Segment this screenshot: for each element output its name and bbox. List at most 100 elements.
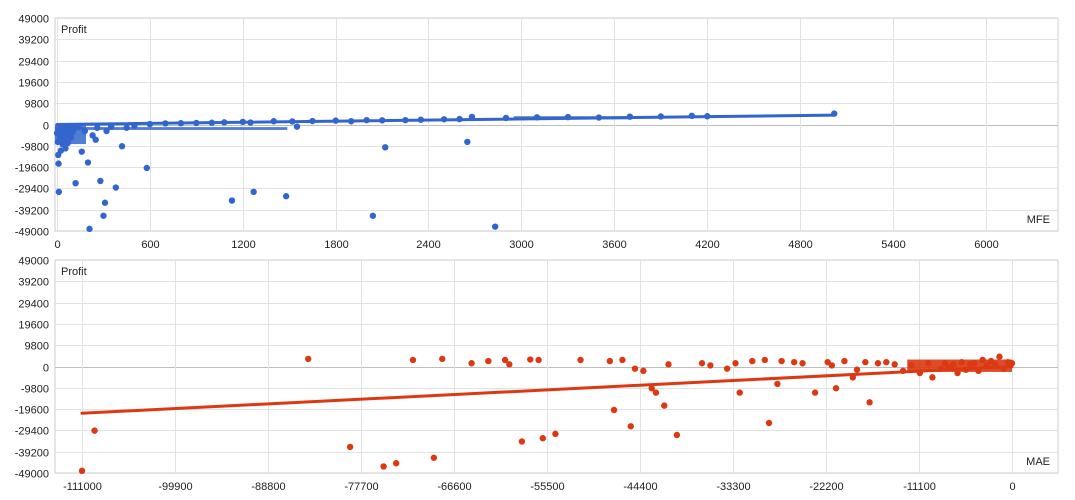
mae-y-tick-label: 9800 [25, 341, 49, 353]
mfe-x-tick-label: 4200 [695, 239, 719, 251]
mae-data-point [790, 358, 798, 366]
mae-data-point [832, 385, 840, 392]
mae-data-point [501, 356, 509, 364]
mfe-dense-cluster [55, 127, 288, 130]
mae-y-tick-label: -29400 [15, 426, 49, 438]
mfe-data-point [293, 123, 301, 130]
mfe-data-point [533, 114, 541, 121]
mfe-data-point [564, 113, 572, 121]
mae-data-point [908, 362, 915, 369]
mfe-data-point [67, 134, 75, 141]
mae-data-point [380, 463, 387, 470]
mfe-data-point [595, 114, 603, 121]
mfe-data-point [382, 144, 389, 151]
mfe-data-point [118, 143, 126, 150]
mae-data-point [828, 362, 836, 369]
mfe-chart-y-axis-title: Profit [61, 24, 87, 36]
mae-x-tick-label: -88800 [251, 481, 285, 493]
mae-data-point [518, 438, 526, 445]
mfe-x-tick-label: 3000 [509, 239, 533, 251]
mae-y-tick-label: 0 [43, 363, 49, 375]
mfe-data-point [92, 136, 99, 143]
mae-data-point [799, 360, 806, 367]
mfe-y-tick-label: -29400 [15, 184, 49, 196]
mfe-data-point [100, 212, 107, 219]
mfe-data-point [55, 160, 62, 167]
mae-data-point [891, 361, 898, 368]
mfe-data-point [84, 159, 92, 166]
mfe-data-point [247, 119, 254, 126]
mae-data-point [996, 353, 1003, 360]
mae-data-point [439, 355, 446, 363]
mae-data-point [640, 367, 647, 375]
mfe-data-point [502, 114, 510, 122]
mfe-data-point [177, 119, 185, 127]
mfe-data-point [94, 124, 101, 131]
mfe-data-point [657, 113, 665, 120]
mae-chart-y-axis-title: Profit [61, 266, 87, 278]
mfe-x-tick-label: 4800 [788, 239, 812, 251]
mfe-data-point [309, 117, 316, 125]
mfe-data-point [239, 118, 246, 126]
mfe-y-tick-label: 9800 [25, 99, 49, 111]
mae-data-point [665, 361, 672, 368]
mfe-y-tick-label: -39200 [15, 206, 49, 218]
mfe-profit-chart: 49000 39200 29400 19600 9800 0 -9800 -19600 -294… [15, 14, 1059, 251]
mae-data-point [971, 360, 978, 367]
mfe-x-tick-label: 1800 [324, 239, 348, 251]
mfe-data-point [468, 113, 476, 121]
mae-data-point [409, 356, 417, 364]
mae-chart-grid [54, 259, 1059, 474]
mae-data-point [929, 374, 936, 381]
mfe-data-point [369, 212, 377, 219]
mfe-data-point [688, 112, 696, 120]
mae-data-point [527, 356, 534, 363]
mfe-data-point [250, 188, 257, 196]
mae-data-point [979, 356, 986, 364]
mae-data-point [78, 467, 86, 475]
mfe-x-tick-label: 6000 [974, 239, 998, 251]
mae-data-point [899, 367, 907, 375]
mfe-data-point [491, 223, 499, 230]
mae-y-tick-label: 29400 [18, 299, 49, 311]
mfe-y-tick-label: -49000 [15, 227, 49, 239]
mae-data-point [485, 357, 492, 365]
mfe-data-point [64, 139, 72, 147]
mae-data-point [954, 369, 961, 377]
mfe-data-point [123, 124, 130, 131]
mfe-data-point [162, 120, 169, 127]
mfe-data-point [831, 110, 838, 117]
mfe-data-point [228, 197, 236, 204]
mae-trendline [80, 365, 1014, 415]
mae-data-point [468, 360, 475, 367]
mfe-data-point [347, 118, 355, 125]
mae-chart-points [78, 353, 1016, 475]
mae-x-tick-label: -66600 [437, 481, 471, 493]
mae-data-point [610, 406, 618, 414]
mfe-y-tick-label: 49000 [18, 14, 49, 26]
mae-y-tick-label: -9800 [21, 384, 49, 396]
mfe-data-point [270, 118, 277, 125]
mae-data-point [577, 356, 584, 364]
mae-data-point [652, 389, 660, 396]
mfe-x-tick-label: 2400 [416, 239, 440, 251]
mfe-data-point [78, 148, 85, 155]
mae-data-point [950, 361, 957, 368]
mfe-data-point [81, 127, 89, 135]
mfe-data-point [402, 116, 409, 124]
mfe-dense-cluster-mid [513, 116, 630, 120]
mae-data-point [506, 361, 513, 368]
mfe-data-point [146, 120, 154, 128]
mae-data-point [631, 365, 639, 372]
mfe-chart-grid [54, 17, 1059, 232]
mae-chart-x-axis-title: MAE [1026, 456, 1050, 468]
mae-y-tick-label: -39200 [15, 448, 49, 460]
mae-x-tick-label: -55500 [530, 481, 564, 493]
mae-data-point [305, 355, 312, 363]
mfe-data-point [72, 179, 79, 187]
mae-x-tick-label: -33300 [716, 481, 750, 493]
mfe-data-point [62, 145, 69, 152]
mae-x-tick-label: 0 [1009, 481, 1015, 493]
mfe-data-point [86, 225, 93, 233]
